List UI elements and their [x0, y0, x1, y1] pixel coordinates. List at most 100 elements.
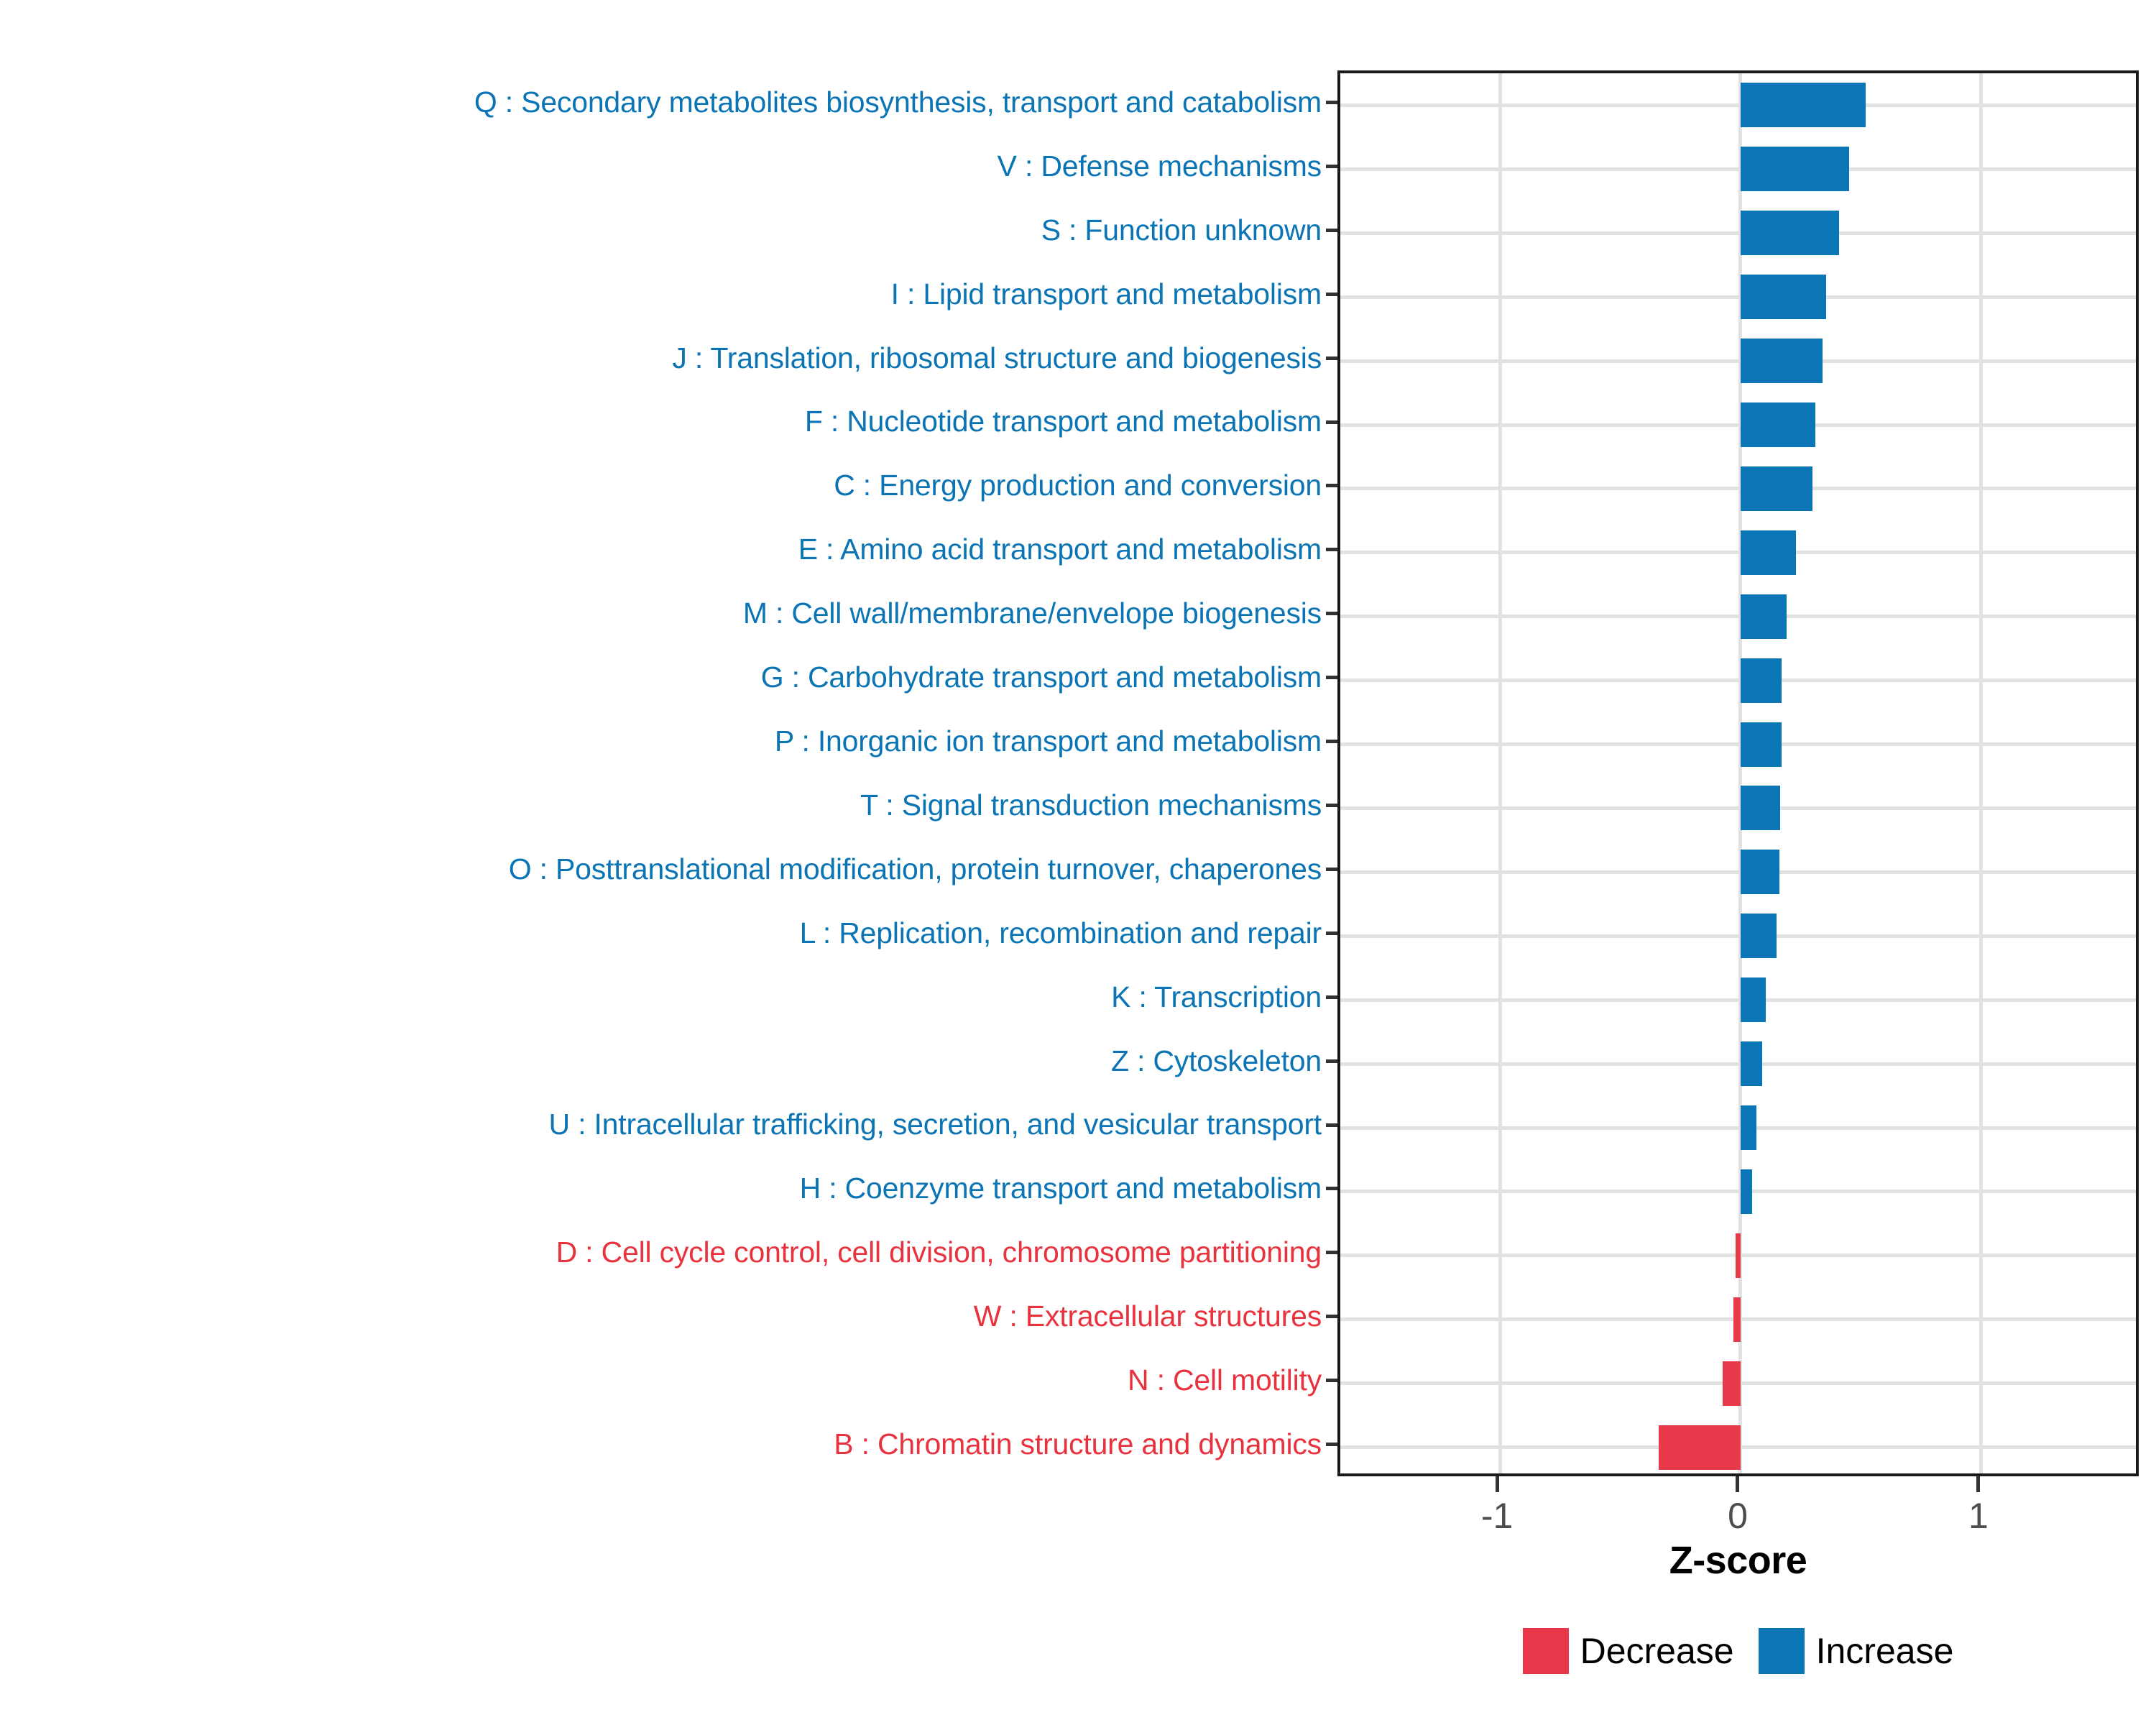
bar[interactable]	[1740, 1105, 1756, 1150]
y-axis-label: L : Replication, recombination and repai…	[799, 916, 1322, 949]
y-axis-label: K : Transcription	[1111, 980, 1322, 1013]
horizontal-gridline	[1340, 742, 2136, 747]
y-axis-label: G : Carbohydrate transport and metabolis…	[760, 661, 1322, 694]
horizontal-gridline	[1340, 934, 2136, 938]
x-axis: -1 0 1	[1337, 1476, 2139, 1577]
y-axis-label: M : Cell wall/membrane/envelope biogenes…	[742, 597, 1322, 630]
y-axis-label: Z : Cytoskeleton	[1110, 1044, 1322, 1077]
y-axis-label-row: J : Translation, ribosomal structure and…	[0, 326, 1326, 390]
y-axis-label: S : Function unknown	[1041, 213, 1322, 247]
bar[interactable]	[1740, 658, 1782, 703]
y-axis-tick	[1326, 292, 1337, 296]
vertical-gridline	[1738, 73, 1743, 1473]
bar[interactable]	[1733, 1297, 1741, 1342]
bar[interactable]	[1740, 1041, 1763, 1087]
bar[interactable]	[1740, 147, 1849, 192]
bar[interactable]	[1740, 530, 1797, 575]
horizontal-gridline	[1340, 295, 2136, 299]
y-axis-label: E : Amino acid transport and metabolism	[798, 533, 1322, 566]
y-axis-label: V : Defense mechanisms	[997, 149, 1322, 183]
y-axis-tick	[1326, 548, 1337, 552]
horizontal-gridline	[1340, 167, 2136, 171]
y-axis-label-row: L : Replication, recombination and repai…	[0, 901, 1326, 965]
y-axis-label-row: T : Signal transduction mechanisms	[0, 773, 1326, 837]
vertical-gridline	[1979, 73, 1984, 1473]
chart-legend: Decrease Increase	[1337, 1628, 2139, 1674]
y-axis-label-row: H : Coenzyme transport and metabolism	[0, 1156, 1326, 1220]
y-axis-tick	[1326, 420, 1337, 424]
x-axis-tick-label: -1	[1480, 1496, 1514, 1536]
legend-swatch-icon	[1758, 1628, 1805, 1674]
y-axis-label-row: Q : Secondary metabolites biosynthesis, …	[0, 70, 1326, 134]
y-axis-label-row: B : Chromatin structure and dynamics	[0, 1412, 1326, 1476]
bar[interactable]	[1740, 402, 1815, 447]
bar[interactable]	[1740, 978, 1766, 1023]
y-axis-tick	[1326, 1059, 1337, 1063]
y-axis-tick	[1326, 995, 1337, 999]
y-axis-tick	[1326, 164, 1337, 168]
y-axis-label: T : Signal transduction mechanisms	[860, 788, 1322, 822]
y-axis-label: H : Coenzyme transport and metabolism	[799, 1172, 1322, 1205]
bar[interactable]	[1740, 466, 1813, 511]
y-axis-tick	[1326, 228, 1337, 232]
y-axis-label-row: K : Transcription	[0, 965, 1326, 1029]
bar[interactable]	[1740, 275, 1826, 320]
x-axis-title: Z-score	[1669, 1539, 1807, 1582]
legend-item[interactable]: Increase	[1758, 1628, 1954, 1674]
bar[interactable]	[1740, 1169, 1753, 1214]
bar[interactable]	[1736, 1233, 1741, 1278]
y-axis-labels: Q : Secondary metabolites biosynthesis, …	[0, 70, 1337, 1476]
y-axis-tick	[1326, 676, 1337, 680]
bar[interactable]	[1740, 914, 1777, 959]
bar[interactable]	[1740, 211, 1840, 256]
horizontal-gridline	[1340, 551, 2136, 555]
bar[interactable]	[1740, 83, 1866, 128]
legend-item[interactable]: Decrease	[1522, 1628, 1734, 1674]
bar[interactable]	[1740, 339, 1823, 384]
y-axis-label-row: E : Amino acid transport and metabolism	[0, 518, 1326, 581]
y-axis-label-row: D : Cell cycle control, cell division, c…	[0, 1220, 1326, 1284]
horizontal-gridline	[1340, 1126, 2136, 1130]
y-axis-tick	[1326, 484, 1337, 488]
horizontal-gridline	[1340, 1062, 2136, 1066]
bar[interactable]	[1740, 594, 1787, 639]
horizontal-gridline	[1340, 1190, 2136, 1194]
y-axis-tick	[1326, 356, 1337, 360]
horizontal-gridline	[1340, 231, 2136, 235]
y-axis-label-row: G : Carbohydrate transport and metabolis…	[0, 645, 1326, 709]
y-axis-label: F : Nucleotide transport and metabolism	[804, 405, 1322, 438]
y-axis-label-row: S : Function unknown	[0, 198, 1326, 262]
y-axis-tick	[1326, 1443, 1337, 1447]
y-axis-label-row: I : Lipid transport and metabolism	[0, 262, 1326, 326]
y-axis-tick	[1326, 1123, 1337, 1127]
horizontal-gridline	[1340, 423, 2136, 427]
bar[interactable]	[1659, 1425, 1741, 1470]
y-axis-tick	[1326, 100, 1337, 104]
y-axis-label-row: F : Nucleotide transport and metabolism	[0, 390, 1326, 454]
bar[interactable]	[1740, 722, 1782, 767]
x-axis-tick	[1976, 1476, 1981, 1492]
legend-label: Increase	[1815, 1631, 1954, 1671]
y-axis-label: N : Cell motility	[1128, 1363, 1322, 1397]
y-axis-tick	[1326, 1379, 1337, 1383]
y-axis-tick	[1326, 1251, 1337, 1255]
horizontal-gridline	[1340, 998, 2136, 1002]
x-axis-tick	[1495, 1476, 1499, 1492]
y-axis-tick	[1326, 740, 1337, 744]
y-axis-tick	[1326, 931, 1337, 935]
bar[interactable]	[1740, 850, 1779, 895]
y-axis-label: J : Translation, ribosomal structure and…	[672, 341, 1322, 374]
horizontal-gridline	[1340, 806, 2136, 810]
plot-panel	[1337, 70, 2139, 1476]
x-axis-tick-label: 0	[1728, 1496, 1748, 1536]
y-axis-label-row: P : Inorganic ion transport and metaboli…	[0, 709, 1326, 773]
bar[interactable]	[1740, 786, 1781, 831]
y-axis-label-row: N : Cell motility	[0, 1348, 1326, 1412]
y-axis-label: I : Lipid transport and metabolism	[890, 277, 1322, 310]
bar[interactable]	[1722, 1361, 1741, 1406]
y-axis-tick	[1326, 867, 1337, 871]
y-axis-label-row: W : Extracellular structures	[0, 1284, 1326, 1348]
y-axis-label-row: O : Posttranslational modification, prot…	[0, 837, 1326, 901]
legend-label: Decrease	[1580, 1631, 1734, 1671]
